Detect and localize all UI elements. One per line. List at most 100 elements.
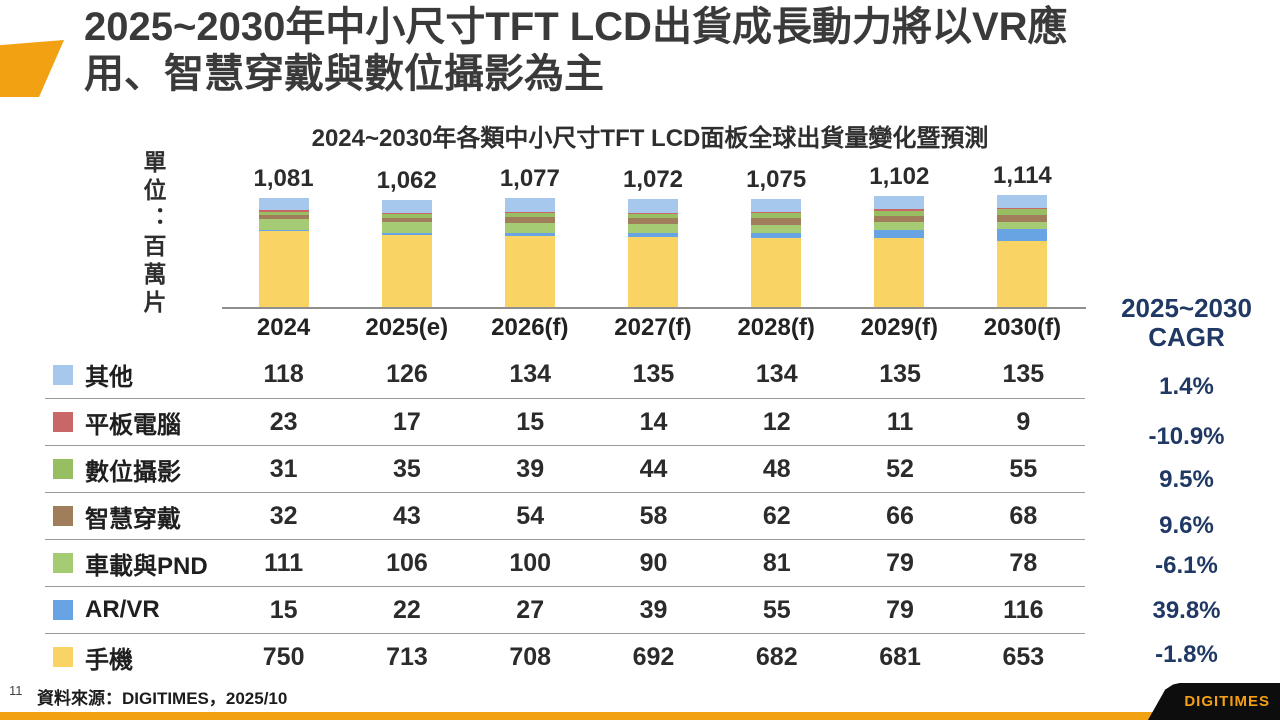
value-cell: 100 <box>509 548 552 577</box>
value-cell: 90 <box>639 548 668 577</box>
legend-swatch-其他 <box>53 364 73 385</box>
value-cell: 118 <box>263 360 304 388</box>
legend-cell: AR/VR <box>45 596 222 624</box>
table-row-AR/VR: AR/VR 15 22 27 39 55 79 116 <box>45 586 1085 633</box>
value-cell: 39 <box>516 454 545 483</box>
bar-segment-智慧穿戴 <box>258 215 309 219</box>
bar-segment-數位攝影 <box>258 212 309 216</box>
stacked-bar-2025(e) <box>381 199 432 307</box>
legend-cell: 其他 <box>45 357 222 392</box>
cagr-value-車載與PND: -6.1% <box>1155 552 1218 579</box>
bar-segment-其他 <box>504 198 555 212</box>
bar-segment-智慧穿戴 <box>628 218 678 225</box>
bar-total-label: 1,062 <box>376 166 437 194</box>
bar-total-label: 1,102 <box>869 162 930 190</box>
stacked-bar-2030(f) <box>997 194 1048 307</box>
bar-chart: 1,081 1,062 1,077 1,072 1,075 1,102 1,114 <box>222 160 1084 307</box>
value-cell: 54 <box>516 501 545 530</box>
value-cell: 15 <box>269 595 298 624</box>
value-cell: 68 <box>1009 501 1038 530</box>
value-cell: 135 <box>1002 360 1045 388</box>
legend-swatch-智慧穿戴 <box>53 506 73 526</box>
bar-segment-平板電腦 <box>258 210 309 213</box>
cagr-value-手機: -1.8% <box>1155 641 1218 668</box>
table-row-車載與PND: 車載與PND 111 106 100 90 81 79 78 <box>45 539 1085 586</box>
value-cell: 43 <box>393 501 421 530</box>
bar-total-label: 1,072 <box>622 165 684 193</box>
value-cell: 44 <box>639 454 668 483</box>
bar-segment-其他 <box>258 198 309 211</box>
table-row-智慧穿戴: 智慧穿戴 32 43 54 58 62 66 68 <box>45 492 1085 539</box>
value-cell: 682 <box>755 642 798 671</box>
value-cell: 48 <box>762 454 791 483</box>
bar-segment-手機 <box>258 231 309 307</box>
bar-segment-智慧穿戴 <box>751 218 802 225</box>
bar-segment-車載與PND <box>628 224 678 234</box>
bar-total-label: 1,114 <box>993 161 1052 189</box>
bar-segment-AR/VR <box>874 230 925 239</box>
bar-segment-數位攝影 <box>997 209 1048 215</box>
value-cell: 55 <box>1009 454 1038 483</box>
value-cell: 66 <box>886 501 914 530</box>
value-cell: 23 <box>269 407 298 436</box>
value-cell: 22 <box>393 595 421 624</box>
bar-segment-平板電腦 <box>751 212 802 214</box>
bar-total-label: 1,081 <box>253 165 314 193</box>
value-cell: 9 <box>1016 407 1031 436</box>
legend-swatch-數位攝影 <box>53 459 73 479</box>
x-axis-line <box>222 307 1086 309</box>
unit-label: 單位：百萬片 <box>140 150 166 318</box>
bar-segment-平板電腦 <box>628 212 678 214</box>
value-cell: 135 <box>632 360 675 388</box>
table-row-手機: 手機 750 713 708 692 682 681 653 <box>45 633 1085 680</box>
x-axis-label-2029(f): 2029(f) <box>860 314 938 341</box>
value-cell: 111 <box>264 548 304 577</box>
value-cell: 12 <box>762 407 791 436</box>
bar-segment-數位攝影 <box>504 213 555 218</box>
cagr-value-智慧穿戴: 9.6% <box>1159 512 1214 539</box>
cagr-header: 2025~2030 CAGR <box>1093 294 1280 351</box>
value-cell: 27 <box>516 595 545 624</box>
value-cell: 653 <box>1002 642 1045 671</box>
bar-segment-數位攝影 <box>751 213 802 219</box>
bar-segment-智慧穿戴 <box>381 217 432 223</box>
value-cell: 52 <box>886 454 914 483</box>
value-cell: 58 <box>639 501 668 530</box>
x-axis-label-2024: 2024 <box>256 314 311 341</box>
legend-swatch-車載與PND <box>53 553 73 573</box>
cagr-value-平板電腦: -10.9% <box>1148 423 1225 450</box>
legend-label: 數位攝影 <box>85 458 181 486</box>
bar-segment-智慧穿戴 <box>874 215 925 223</box>
digitimes-logo-banner: DIGITIMES <box>1148 683 1280 720</box>
value-cell: 11 <box>886 407 914 436</box>
x-axis-label-2027(f): 2027(f) <box>614 314 692 341</box>
legend-cell: 車載與PND <box>45 546 222 581</box>
bar-segment-其他 <box>751 198 802 213</box>
x-axis-labels: 2024 2025(e) 2026(f) 2027(f) 2028(f) 2029(f) 2… <box>222 314 1084 344</box>
x-axis-label-2028(f): 2028(f) <box>737 314 815 341</box>
bar-segment-手機 <box>997 241 1048 307</box>
value-cell: 78 <box>1009 548 1038 577</box>
bar-segment-手機 <box>874 238 925 307</box>
slide-title-line-2: 用、智慧穿戴與數位攝影為主 <box>84 51 604 96</box>
value-cell: 106 <box>386 548 428 577</box>
bar-segment-數位攝影 <box>874 210 925 216</box>
value-cell: 135 <box>879 360 921 388</box>
bar-total-label: 1,077 <box>499 165 560 193</box>
value-cell: 116 <box>1003 595 1044 624</box>
bar-segment-車載與PND <box>874 222 925 231</box>
value-cell: 17 <box>393 407 421 436</box>
bar-segment-數位攝影 <box>381 214 432 218</box>
stacked-bar-2026(f) <box>504 198 555 307</box>
legend-label: 智慧穿戴 <box>85 505 181 533</box>
legend-swatch-手機 <box>53 647 73 667</box>
value-cell: 15 <box>516 407 545 436</box>
bar-segment-車載與PND <box>381 222 432 233</box>
legend-label: 其他 <box>85 364 133 391</box>
legend-label: 手機 <box>85 646 133 674</box>
x-axis-label-2026(f): 2026(f) <box>491 314 569 341</box>
value-cell: 39 <box>639 595 668 624</box>
bar-segment-其他 <box>997 194 1048 209</box>
x-axis-label-2030(f): 2030(f) <box>983 314 1062 341</box>
value-cell: 32 <box>269 501 298 530</box>
